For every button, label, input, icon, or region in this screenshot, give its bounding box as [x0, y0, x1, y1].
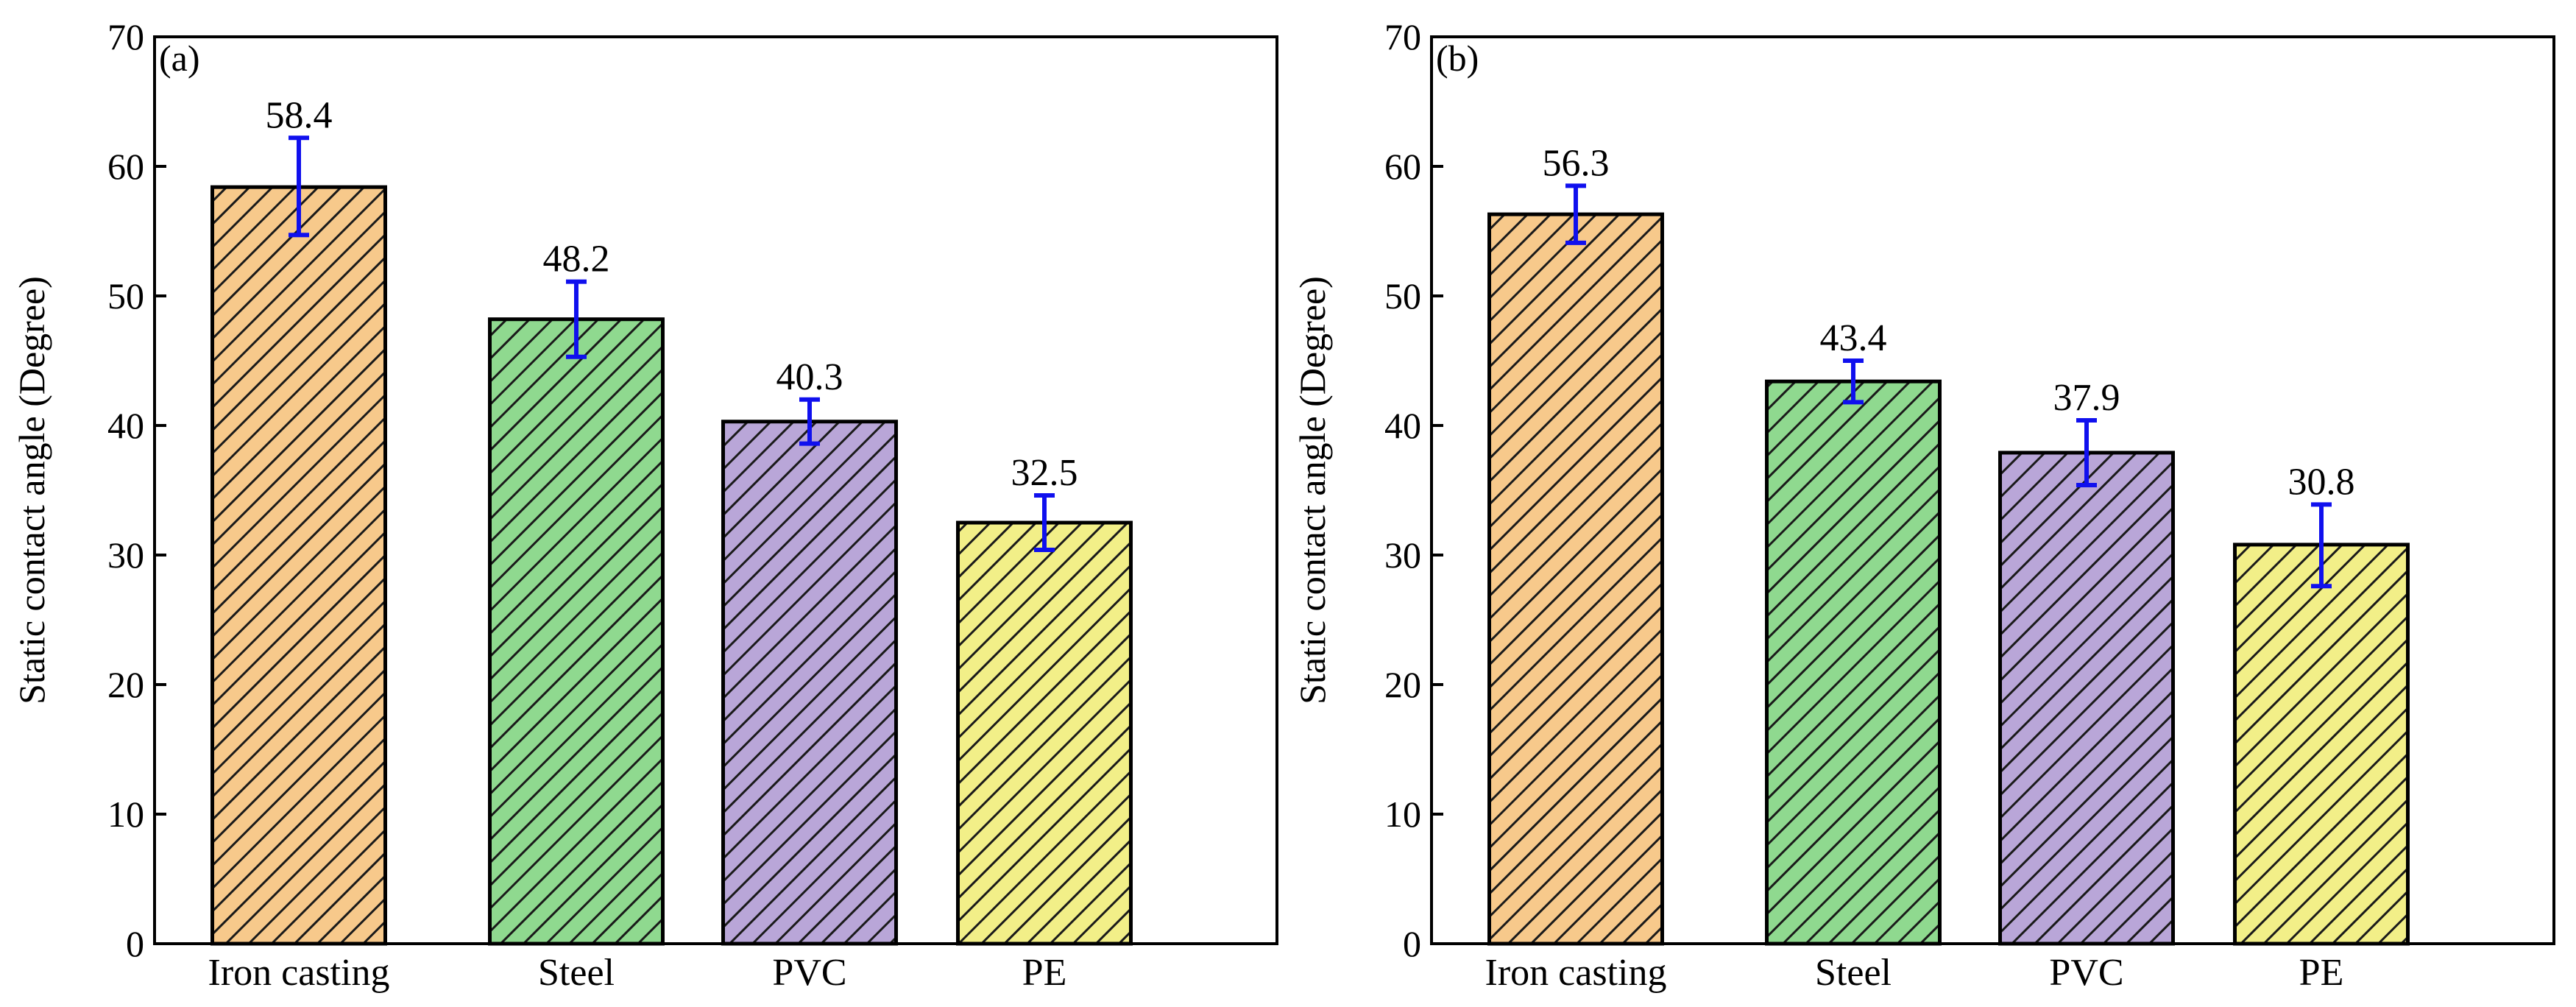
bar-pvc	[721, 420, 898, 946]
y-tick-label: 0	[126, 923, 144, 964]
error-bar	[289, 135, 309, 238]
panel-label: (b)	[1436, 38, 1479, 79]
error-bar	[1034, 493, 1055, 552]
value-label: 37.9	[2053, 377, 2120, 419]
value-label: 58.4	[266, 94, 333, 136]
panel-label: (a)	[159, 38, 200, 79]
bar-steel	[1765, 379, 1942, 946]
value-label: 32.5	[1011, 452, 1078, 494]
y-tick-label: 40	[107, 405, 144, 446]
error-bar	[566, 279, 587, 359]
y-axis-title: Static contact angle (Degree)	[11, 276, 52, 704]
x-tick-label: Steel	[538, 952, 615, 994]
y-tick-label: 50	[107, 275, 144, 317]
panel-a: 0 10 20 30 40 50 60 70 Static contact angle (Deg…	[11, 16, 1278, 994]
value-label: 43.4	[1820, 317, 1887, 359]
x-tick-label: PE	[1022, 952, 1067, 994]
y-tick-label: 50	[1384, 275, 1421, 317]
x-tick-label: Iron casting	[1485, 952, 1667, 994]
value-label: 48.2	[543, 239, 610, 280]
y-tick-label: 70	[107, 16, 144, 57]
error-bar	[1565, 183, 1586, 245]
y-tick-label: 30	[107, 534, 144, 576]
y-tick-label: 30	[1384, 534, 1421, 576]
error-bar	[1843, 358, 1864, 405]
value-label: 40.3	[776, 356, 843, 398]
y-tick-label: 20	[107, 664, 144, 705]
bar-pe	[2233, 543, 2410, 946]
x-tick-label: Steel	[1815, 952, 1892, 994]
x-tick-label: PVC	[772, 952, 846, 994]
y-tick-label: 0	[1403, 923, 1421, 964]
y-tick-label: 10	[107, 794, 144, 835]
x-tick-label: Iron casting	[208, 952, 390, 994]
x-tick-label: PE	[2299, 952, 2344, 994]
plot-frame	[1430, 35, 2555, 945]
value-label: 56.3	[1543, 142, 1610, 184]
y-tick-label: 20	[1384, 664, 1421, 705]
y-tick-label: 40	[1384, 405, 1421, 446]
panel-b: 0 10 20 30 40 50 60 70 Static contact angle (Deg…	[1292, 16, 2555, 994]
error-bar	[2076, 417, 2097, 487]
value-label: 30.8	[2288, 461, 2355, 503]
bar-pe	[956, 520, 1133, 946]
bar-iron-casting	[1487, 212, 1664, 946]
y-tick-label: 60	[1384, 146, 1421, 187]
bar-iron-casting	[210, 185, 387, 946]
bar-steel	[488, 317, 665, 946]
y-axis-title: Static contact angle (Degree)	[1292, 276, 1333, 704]
bar-pvc	[1998, 451, 2175, 946]
y-tick-label: 10	[1384, 794, 1421, 835]
y-tick-label: 70	[1384, 16, 1421, 57]
error-bar	[2311, 502, 2332, 589]
plot-frame	[153, 35, 1278, 945]
x-tick-label: PVC	[2049, 952, 2123, 994]
error-bar	[799, 397, 820, 446]
y-tick-label: 60	[107, 146, 144, 187]
